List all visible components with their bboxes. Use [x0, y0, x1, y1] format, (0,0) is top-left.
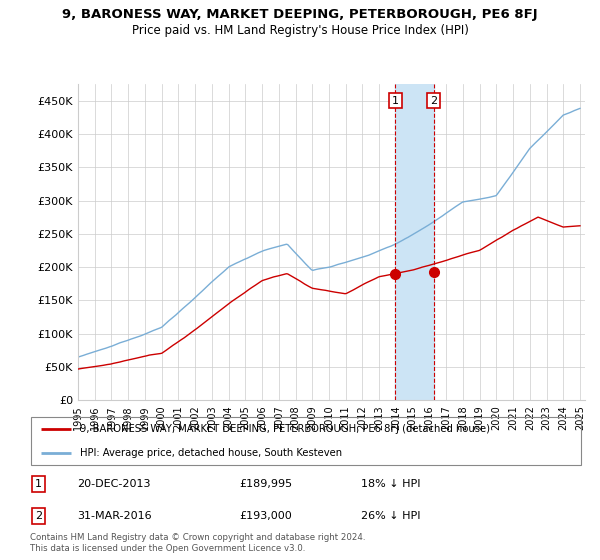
Bar	[395, 84, 434, 400]
Text: 9, BARONESS WAY, MARKET DEEPING, PETERBOROUGH, PE6 8FJ: 9, BARONESS WAY, MARKET DEEPING, PETERBO…	[62, 8, 538, 21]
Text: Contains HM Land Registry data © Crown copyright and database right 2024.
This d: Contains HM Land Registry data © Crown c…	[30, 533, 365, 553]
Text: 1: 1	[35, 479, 42, 489]
Text: 2: 2	[430, 96, 437, 106]
Text: 26% ↓ HPI: 26% ↓ HPI	[361, 511, 421, 521]
Text: £193,000: £193,000	[240, 511, 293, 521]
Text: 1: 1	[392, 96, 399, 106]
Text: 2: 2	[35, 511, 42, 521]
Text: 20-DEC-2013: 20-DEC-2013	[77, 479, 151, 489]
Text: £189,995: £189,995	[240, 479, 293, 489]
Text: HPI: Average price, detached house, South Kesteven: HPI: Average price, detached house, Sout…	[80, 447, 342, 458]
Text: 31-MAR-2016: 31-MAR-2016	[77, 511, 152, 521]
Text: 9, BARONESS WAY, MARKET DEEPING, PETERBOROUGH, PE6 8FJ (detached house): 9, BARONESS WAY, MARKET DEEPING, PETERBO…	[80, 424, 490, 435]
Text: Price paid vs. HM Land Registry's House Price Index (HPI): Price paid vs. HM Land Registry's House …	[131, 24, 469, 36]
Text: 18% ↓ HPI: 18% ↓ HPI	[361, 479, 421, 489]
